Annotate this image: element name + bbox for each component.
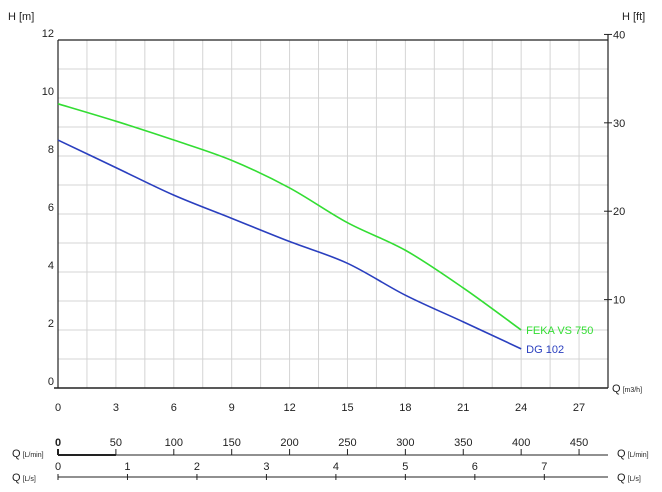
y-right-tick-label: 10 — [613, 295, 625, 307]
series-label-dg-102: DG 102 — [526, 344, 564, 356]
x-ls-tick-label: 6 — [472, 461, 478, 473]
x-axis-ls-label: Q [L/s] — [617, 472, 641, 484]
y-axis-left-label: H [m] — [8, 11, 34, 23]
x-ls-tick-label: 3 — [263, 461, 269, 473]
x-tick-label: 15 — [341, 402, 353, 414]
y-tick-label: 2 — [48, 318, 54, 330]
series-line-feka-vs-750 — [57, 103, 522, 331]
x-lmin-tick-label: 250 — [338, 437, 356, 449]
x-tick-label: 9 — [229, 402, 235, 414]
series-label-feka-vs-750: FEKA VS 750 — [526, 325, 593, 337]
x-lmin-tick-label: 100 — [165, 437, 183, 449]
x-tick-label: 27 — [573, 402, 585, 414]
y-axis-right-label: H [ft] — [622, 11, 645, 23]
x-tick-label: 18 — [399, 402, 411, 414]
x-lmin-tick-label: 50 — [110, 437, 122, 449]
x-tick-label: 6 — [171, 402, 177, 414]
y-tick-label: 10 — [42, 86, 54, 98]
y-tick-label: 4 — [48, 260, 54, 272]
x-axis-main-label: Q [m3/h] — [612, 383, 642, 395]
x-tick-label: 21 — [457, 402, 469, 414]
x-ls-tick-label: 1 — [124, 461, 130, 473]
x-ls-tick-label: 2 — [194, 461, 200, 473]
grid — [58, 40, 608, 388]
x-lmin-tick-label: 200 — [280, 437, 298, 449]
x-axis-ls-label-left: Q [L/s] — [12, 472, 36, 484]
x-ls-tick-label: 0 — [55, 461, 61, 473]
y-right-tick-label: 40 — [613, 29, 625, 41]
x-tick-label: 0 — [55, 402, 61, 414]
x-ls-tick-label: 5 — [402, 461, 408, 473]
y-right-tick-label: 20 — [613, 206, 625, 218]
x-axis-lmin-label-left: Q [L/min] — [12, 448, 44, 460]
x-tick-label: 24 — [515, 402, 527, 414]
y-tick-label: 0 — [48, 376, 54, 388]
y-tick-label: 8 — [48, 144, 54, 156]
x-lmin-tick-label: 350 — [454, 437, 472, 449]
x-lmin-tick-label: 150 — [223, 437, 241, 449]
y-right-tick-label: 30 — [613, 118, 625, 130]
x-ls-tick-label: 7 — [541, 461, 547, 473]
x-tick-label: 12 — [283, 402, 295, 414]
series: FEKA VS 750 DG 102 — [57, 103, 593, 356]
series-line-dg-102 — [57, 139, 522, 350]
x-tick-label: 3 — [113, 402, 119, 414]
y-tick-label: 6 — [48, 202, 54, 214]
x-lmin-tick-label: 300 — [396, 437, 414, 449]
axes — [54, 33, 612, 480]
y-tick-label: 12 — [42, 28, 54, 40]
x-lmin-tick-label: 0 — [55, 437, 61, 449]
x-lmin-tick-label: 400 — [512, 437, 530, 449]
x-axis-lmin-label: Q [L/min] — [617, 448, 649, 460]
x-lmin-tick-label: 450 — [570, 437, 588, 449]
x-ls-tick-label: 4 — [333, 461, 339, 473]
